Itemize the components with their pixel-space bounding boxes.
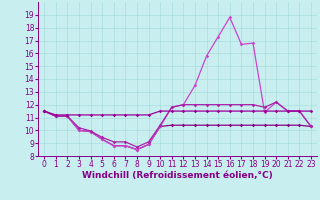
X-axis label: Windchill (Refroidissement éolien,°C): Windchill (Refroidissement éolien,°C) [82,171,273,180]
